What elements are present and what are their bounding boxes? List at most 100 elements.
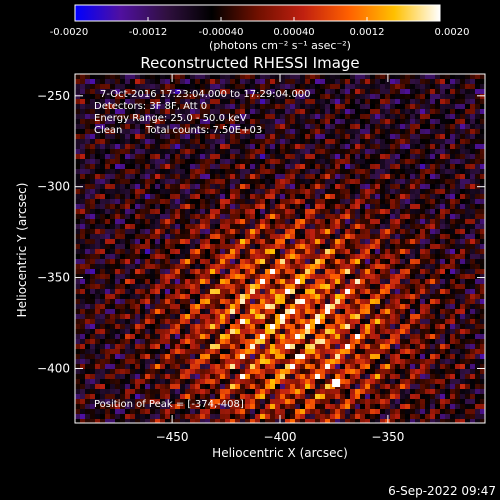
heatmap-cell	[75, 374, 81, 380]
heatmap-cell	[340, 269, 346, 275]
heatmap-cell	[150, 214, 156, 220]
heatmap-cell	[470, 224, 476, 230]
heatmap-cell	[270, 79, 276, 85]
heatmap-cell	[210, 114, 216, 120]
heatmap-cell	[335, 129, 341, 135]
heatmap-cell	[190, 274, 196, 280]
heatmap-cell	[465, 299, 471, 305]
heatmap-cell	[205, 344, 211, 350]
heatmap-cell	[265, 119, 271, 125]
heatmap-cell	[100, 319, 106, 325]
heatmap-cell	[245, 134, 251, 140]
heatmap-cell	[420, 314, 426, 320]
heatmap-cell	[190, 334, 196, 340]
heatmap-cell	[210, 84, 216, 90]
heatmap-cell	[280, 209, 286, 215]
heatmap-cell	[145, 94, 151, 100]
heatmap-cell	[220, 194, 226, 200]
heatmap-cell	[330, 254, 336, 260]
heatmap-cell	[300, 264, 306, 270]
heatmap-cell	[360, 314, 366, 320]
heatmap-cell	[345, 294, 351, 300]
heatmap-cell	[365, 234, 371, 240]
heatmap-cell	[470, 364, 476, 370]
heatmap-cell	[385, 364, 391, 370]
heatmap-cell	[205, 139, 211, 145]
heatmap-cell	[195, 169, 201, 175]
heatmap-cell	[375, 139, 381, 145]
heatmap-cell	[460, 154, 466, 160]
heatmap-cell	[220, 119, 226, 125]
heatmap-cell	[400, 354, 406, 360]
heatmap-cell	[110, 309, 116, 315]
heatmap-cell	[215, 339, 221, 345]
heatmap-cell	[285, 364, 291, 370]
heatmap-cell	[90, 164, 96, 170]
heatmap-cell	[360, 244, 366, 250]
heatmap-cell	[325, 184, 331, 190]
heatmap-cell	[125, 149, 131, 155]
heatmap-cell	[265, 349, 271, 355]
heatmap-cell	[175, 189, 181, 195]
heatmap-cell	[285, 229, 291, 235]
heatmap-cell	[200, 284, 206, 290]
heatmap-cell	[175, 229, 181, 235]
heatmap-cell	[115, 209, 121, 215]
heatmap-cell	[305, 209, 311, 215]
heatmap-cell	[85, 244, 91, 250]
heatmap-cell	[230, 179, 236, 185]
heatmap-cell	[450, 369, 456, 375]
heatmap-cell	[225, 209, 231, 215]
heatmap-cell	[275, 249, 281, 255]
heatmap-cell	[240, 264, 246, 270]
heatmap-cell	[480, 229, 485, 235]
heatmap-cell	[335, 374, 341, 380]
heatmap-cell	[345, 74, 351, 80]
heatmap-cell	[145, 139, 151, 145]
heatmap-cell	[215, 94, 221, 100]
heatmap-cell	[465, 199, 471, 205]
heatmap-cell	[270, 374, 276, 380]
heatmap-cell	[330, 139, 336, 145]
heatmap-cell	[370, 214, 376, 220]
heatmap-cell	[265, 354, 271, 360]
heatmap-cell	[320, 124, 326, 130]
heatmap-cell	[145, 184, 151, 190]
heatmap-cell	[395, 294, 401, 300]
heatmap-cell	[410, 199, 416, 205]
heatmap-cell	[150, 279, 156, 285]
heatmap-cell	[355, 234, 361, 240]
heatmap-cell	[335, 354, 341, 360]
heatmap-cell	[265, 334, 271, 340]
heatmap-cell	[325, 319, 331, 325]
heatmap-cell	[410, 114, 416, 120]
heatmap-cell	[315, 304, 321, 310]
heatmap-cell	[435, 104, 441, 110]
heatmap-cell	[470, 294, 476, 300]
heatmap-cell	[385, 204, 391, 210]
heatmap-cell	[160, 129, 166, 135]
heatmap-cell	[140, 184, 146, 190]
heatmap-cell	[365, 199, 371, 205]
heatmap-cell	[425, 259, 431, 265]
heatmap-cell	[205, 124, 211, 130]
heatmap-cell	[380, 119, 386, 125]
heatmap-cell	[350, 219, 356, 225]
heatmap-cell	[125, 129, 131, 135]
heatmap-cell	[305, 154, 311, 160]
heatmap-cell	[285, 254, 291, 260]
heatmap-cell	[210, 224, 216, 230]
heatmap-cell	[215, 109, 221, 115]
heatmap-cell	[415, 84, 421, 90]
heatmap-cell	[370, 349, 376, 355]
heatmap-cell	[415, 219, 421, 225]
heatmap-cell	[330, 119, 336, 125]
heatmap-cell	[465, 99, 471, 105]
heatmap-cell	[205, 74, 211, 80]
heatmap-cell	[100, 224, 106, 230]
heatmap-cell	[340, 74, 346, 80]
heatmap-cell	[300, 359, 306, 365]
heatmap-cell	[440, 134, 446, 140]
heatmap-cell	[175, 84, 181, 90]
heatmap-cell	[155, 184, 161, 190]
